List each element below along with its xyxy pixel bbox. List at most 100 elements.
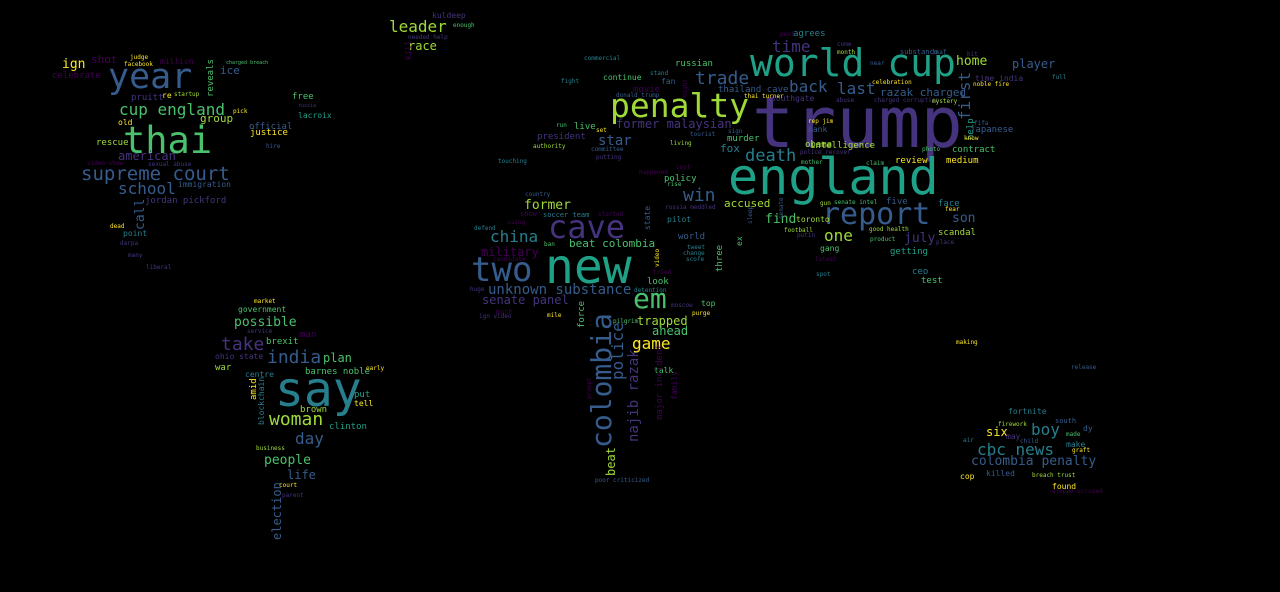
word-force: force — [577, 300, 587, 328]
word-policy: policy — [664, 174, 697, 184]
word-trump: trump — [752, 82, 963, 164]
word-ign-video: ign video — [479, 313, 512, 320]
word-man: man — [300, 330, 317, 340]
word-group: group — [200, 112, 234, 125]
word-unknown-substance: unknown substance — [488, 282, 632, 298]
word-make: make — [1066, 440, 1086, 449]
word-kill: kill — [404, 40, 413, 60]
word-blockchain: blockchain — [257, 376, 266, 425]
word-child: child — [1020, 438, 1039, 445]
word-aleppo-accused: aleppo accused — [1052, 488, 1103, 495]
word-major-incident: major incident — [655, 344, 665, 420]
word-purge: purge — [692, 310, 711, 317]
word-death: death — [745, 146, 797, 166]
word-senate-panel: senate panel — [482, 293, 569, 307]
word-world: world — [678, 232, 706, 242]
word-thai-turner: thai turner — [744, 93, 784, 100]
word-candidate: candidate — [493, 256, 526, 263]
word-gun: gun — [820, 200, 831, 207]
word-made: made — [1066, 431, 1081, 438]
word-ahead: ahead — [652, 324, 689, 338]
word-em: em — [633, 282, 667, 315]
word-cop: cop — [960, 472, 975, 481]
word-plan: plan — [323, 351, 352, 365]
word-son: son — [952, 211, 976, 226]
word-market: market — [254, 298, 276, 305]
word-review: review — [895, 156, 928, 166]
word-substance: substance — [900, 48, 938, 56]
word-china: china — [490, 227, 539, 246]
word-mother: mother — [801, 159, 823, 166]
word-charged-breach: charged breach — [226, 60, 269, 66]
word-clinton: clinton — [329, 422, 367, 432]
word-re: re — [162, 91, 172, 100]
word-rep-jim: rep jim — [808, 118, 834, 125]
word-trade: trade — [695, 68, 750, 89]
word-firework: firework — [998, 421, 1027, 428]
word-new: new — [545, 239, 632, 295]
word-authority: authority — [533, 143, 566, 150]
word-fan: fan — [661, 77, 676, 86]
word-top: top — [701, 299, 716, 308]
word-supreme-court: supreme court — [81, 163, 230, 185]
word-home: home — [956, 54, 988, 69]
word-breach-trust: breach trust — [1032, 472, 1076, 479]
word-using: using — [507, 219, 526, 226]
word-many: many — [128, 252, 143, 259]
word-police: police — [608, 322, 627, 380]
word-cost: cost — [676, 164, 691, 171]
word-abuse: abuse — [836, 97, 855, 104]
word-ohio-state: ohio state — [215, 352, 264, 361]
word-five: five — [886, 197, 908, 207]
word-release: release — [1071, 364, 1097, 371]
word-barnes-noble: barnes noble — [305, 367, 371, 377]
word-video: video — [654, 248, 661, 267]
word-fifa: fifa — [974, 120, 989, 127]
word-mystery: mystery — [932, 98, 958, 105]
word-russia-meddled: russia meddled — [665, 204, 716, 211]
word-razak-charged: razak charged — [880, 86, 967, 99]
word-russian: russian — [675, 59, 713, 69]
word-senate-intel: senate intel — [834, 199, 878, 206]
word-noble-fire: noble fire — [973, 81, 1010, 88]
word-getting: getting — [890, 247, 928, 257]
word-fox: fox — [720, 142, 740, 155]
word-full: full — [1052, 74, 1067, 81]
word-detention: detention — [634, 287, 667, 294]
word-facebook: facebook — [124, 61, 153, 68]
word-putin: putin — [797, 232, 816, 239]
word-jordan-pickford: jordan pickford — [145, 196, 227, 206]
word-living: living — [670, 140, 692, 147]
word-claim: claim — [866, 160, 885, 167]
word-rise: rise — [667, 181, 682, 188]
word-brown: brown — [300, 405, 328, 415]
word-india: india — [267, 347, 322, 368]
word-good-health: good health — [869, 226, 909, 233]
word-star: star — [598, 133, 632, 149]
word-happened: happened — [639, 169, 668, 176]
word-come: come — [837, 41, 852, 48]
word-committee: committee — [591, 146, 624, 153]
word-charged-corruption: charged corruption — [874, 97, 940, 104]
word-face: face — [938, 199, 960, 209]
word-prompt: prompt — [586, 377, 593, 399]
word-continue: continue — [603, 73, 642, 82]
word-six: six — [986, 425, 1008, 439]
word-mile: mile — [547, 312, 562, 319]
word-defend: defend — [474, 225, 496, 232]
word-sign: sign — [728, 128, 743, 135]
word-movie: movie — [633, 85, 661, 95]
word-bank: bank — [808, 125, 828, 134]
word-senate: senate — [778, 197, 785, 219]
word-police-recover: police recover — [800, 149, 851, 156]
word-enough: enough — [453, 22, 475, 29]
word-video-show: video show — [87, 160, 124, 167]
word-look: look — [647, 277, 669, 287]
word-moscow: moscow — [671, 302, 693, 309]
word-set: set — [596, 127, 607, 134]
word-show: show — [520, 210, 537, 218]
word-official: official — [249, 122, 293, 132]
word-contract: contract — [952, 145, 996, 155]
word-two: two — [471, 250, 533, 290]
word-commercial: commercial — [584, 55, 621, 62]
